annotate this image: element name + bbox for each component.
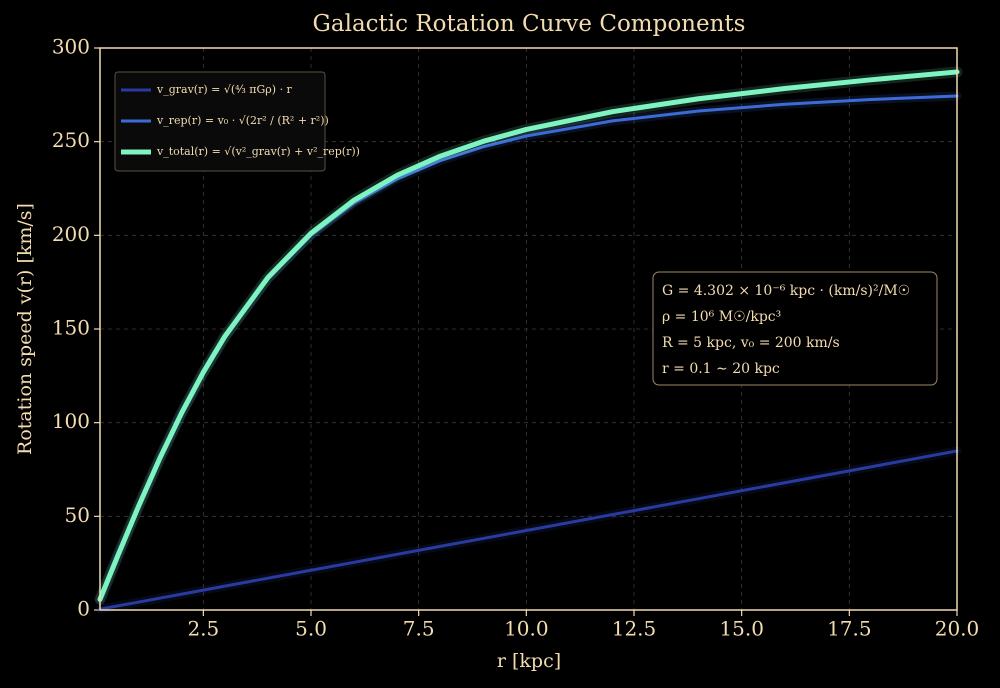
annotation-line: G = 4.302 × 10⁻⁶ kpc · (km/s)²/M☉ [662,283,910,299]
x-tick-label: 2.5 [187,617,219,641]
y-tick-label: 300 [52,35,90,59]
x-tick-label: 5.0 [295,617,327,641]
legend-box [114,71,326,172]
annotation-line: ρ = 10⁶ M☉/kpc³ [662,309,781,325]
y-tick-label: 100 [52,409,90,433]
x-tick-label: 7.5 [403,617,435,641]
legend-label: v_total(r) = √(v²_grav(r) + v²_rep(r)) [156,145,360,158]
x-tick-label: 15.0 [719,617,764,641]
x-tick-label: 17.5 [827,617,872,641]
y-axis-label: Rotation speed v(r) [km/s] [14,203,36,455]
legend-label: v_grav(r) = √(⁴⁄₃ πGρ) · r [156,83,293,96]
chart-title: Galactic Rotation Curve Components [313,11,746,37]
plot-frame [99,47,958,611]
annotation-line: r = 0.1 ∼ 20 kpc [662,361,780,377]
x-tick-label: 12.5 [612,617,657,641]
legend-label: v_rep(r) = v₀ · √(2r² / (R² + r²)) [156,114,329,127]
x-axis-label: r [kpc] [497,650,561,672]
y-tick-label: 250 [52,128,90,152]
y-tick-label: 50 [65,503,90,527]
annotation-line: R = 5 kpc, v₀ = 200 km/s [662,335,840,351]
x-tick-label: 10.0 [504,617,549,641]
series-line [97,69,960,602]
y-tick-label: 0 [77,597,90,621]
annotation-box [652,271,938,386]
x-tick-label: 20.0 [935,617,980,641]
y-tick-label: 150 [52,316,90,340]
y-tick-label: 200 [52,222,90,246]
series-line [98,449,959,611]
